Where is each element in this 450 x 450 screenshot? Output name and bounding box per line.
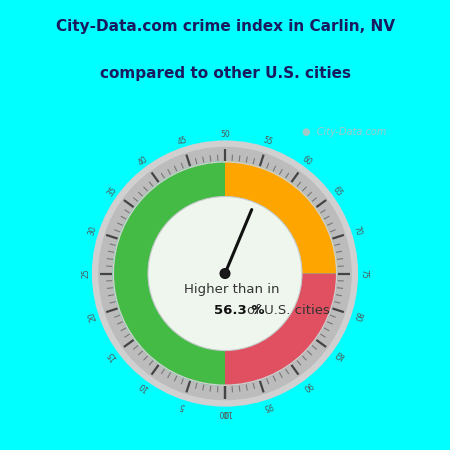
Wedge shape — [225, 274, 338, 386]
Wedge shape — [98, 147, 352, 400]
Wedge shape — [225, 161, 338, 274]
Text: 40: 40 — [137, 155, 150, 168]
Text: 30: 30 — [87, 225, 99, 237]
Text: 90: 90 — [300, 379, 313, 392]
Text: 100: 100 — [218, 408, 232, 417]
Text: 80: 80 — [351, 310, 363, 322]
Text: ●  City-Data.com: ● City-Data.com — [302, 127, 387, 137]
Text: 10: 10 — [137, 379, 150, 392]
Text: 75: 75 — [359, 269, 368, 279]
Text: Higher than in: Higher than in — [184, 283, 279, 296]
Text: 60: 60 — [300, 155, 313, 168]
Text: 65: 65 — [331, 185, 344, 198]
Text: 25: 25 — [82, 269, 91, 279]
Text: 0: 0 — [223, 408, 227, 417]
Text: 15: 15 — [106, 349, 119, 362]
Text: 70: 70 — [351, 225, 363, 237]
Text: City-Data.com crime index in Carlin, NV: City-Data.com crime index in Carlin, NV — [55, 19, 395, 35]
Circle shape — [148, 197, 302, 351]
Text: 50: 50 — [220, 130, 230, 139]
Text: 5: 5 — [178, 400, 186, 410]
Wedge shape — [112, 161, 225, 386]
Text: compared to other U.S. cities: compared to other U.S. cities — [99, 66, 351, 81]
Text: 95: 95 — [262, 400, 274, 411]
Text: of U.S. cities: of U.S. cities — [248, 304, 330, 317]
Text: 35: 35 — [106, 185, 119, 198]
Text: 20: 20 — [87, 310, 99, 322]
Text: 56.3 %: 56.3 % — [214, 304, 264, 317]
Text: 85: 85 — [331, 349, 344, 362]
Text: 55: 55 — [262, 136, 274, 147]
Circle shape — [220, 269, 230, 279]
Text: 45: 45 — [176, 136, 188, 147]
